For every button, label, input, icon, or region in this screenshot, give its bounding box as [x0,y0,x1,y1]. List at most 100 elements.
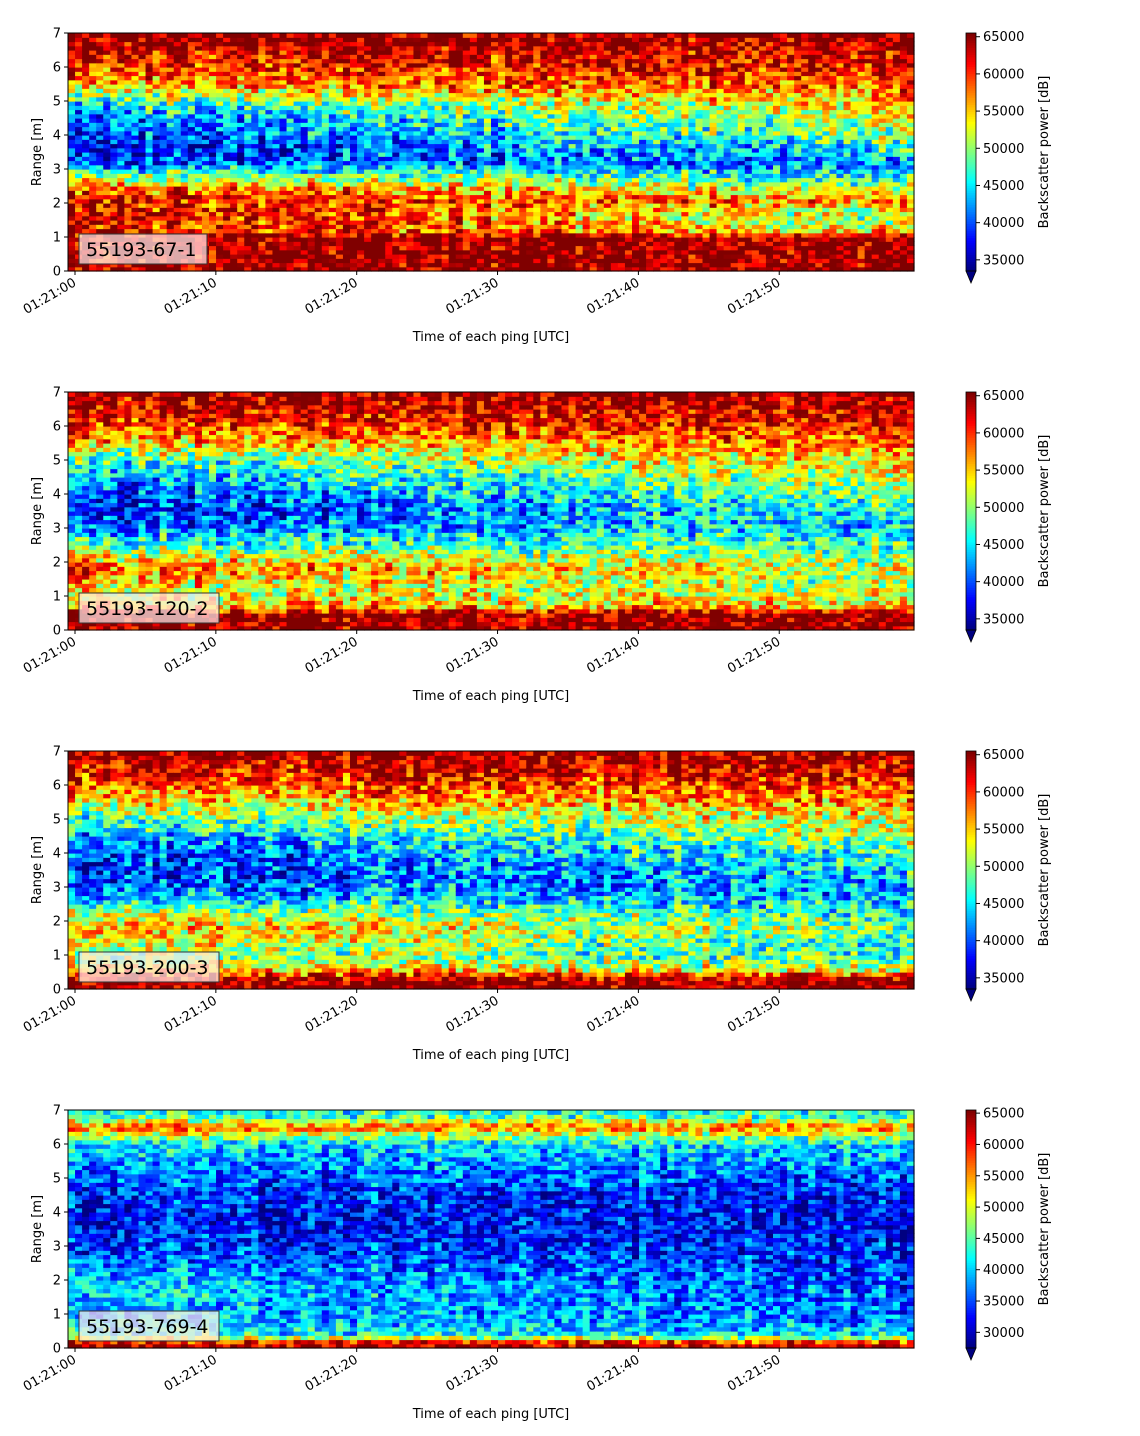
heatmap-cell [153,173,161,178]
heatmap-cell [322,67,330,72]
heatmap-cell [611,84,619,89]
heatmap-cell [618,212,626,217]
heatmap-cell [399,110,407,115]
heatmap-cell [604,156,612,161]
heatmap-cell [590,122,598,127]
heatmap-cell [512,139,520,144]
heatmap-cell [244,199,252,204]
heatmap-cell [604,80,612,85]
heatmap-cell [625,173,633,178]
heatmap-cell [82,182,90,187]
heatmap-cell [315,135,323,140]
heatmap-cell [399,173,407,178]
heatmap-cell [294,127,302,132]
heatmap-cell [336,233,344,238]
heatmap-cell [667,122,675,127]
heatmap-cell [449,186,457,191]
heatmap-cell [89,173,97,178]
heatmap-cell [399,224,407,229]
heatmap-cell [625,97,633,102]
heatmap-cell [547,50,555,55]
heatmap-cell [294,263,302,268]
heatmap-cell [343,216,351,221]
heatmap-cell [625,131,633,136]
heatmap-cell [519,67,527,72]
heatmap-cell [449,182,457,187]
heatmap-cell [139,148,147,153]
heatmap-cell [131,190,139,195]
heatmap-cell [315,169,323,174]
heatmap-cell [329,169,337,174]
heatmap-cell [75,169,83,174]
heatmap-cell [378,190,386,195]
heatmap-cell [406,93,414,98]
heatmap-cell [322,122,330,127]
heatmap-cell [230,254,238,259]
heatmap-cell [258,203,266,208]
heatmap-cell [674,246,682,251]
heatmap-cell [463,127,471,132]
heatmap-cell [258,37,266,42]
heatmap-cell [237,190,245,195]
heatmap-cell [230,182,238,187]
heatmap-cell [653,110,661,115]
heatmap-cell [68,224,76,229]
heatmap-cell [406,135,414,140]
heatmap-cell [498,42,506,47]
heatmap-cell [688,173,696,178]
heatmap-cell [167,84,175,89]
heatmap-cell [660,135,668,140]
heatmap-cell [146,207,154,212]
heatmap-cell [660,50,668,55]
heatmap-cell [562,152,570,157]
heatmap-cell [625,258,633,263]
heatmap-cell [75,127,83,132]
heatmap-cell [322,110,330,115]
heatmap-cell [75,118,83,123]
heatmap-cell [110,161,118,166]
heatmap-cell [350,156,358,161]
heatmap-cell [174,127,182,132]
heatmap-cell [96,84,104,89]
heatmap-cell [251,229,259,234]
heatmap-cell [667,97,675,102]
heatmap-cell [392,186,400,191]
heatmap-cell [139,190,147,195]
heatmap-cell [590,237,598,242]
heatmap-cell [590,148,598,153]
heatmap-cell [336,131,344,136]
heatmap-cell [343,156,351,161]
heatmap-cell [463,131,471,136]
heatmap-cell [364,101,372,106]
heatmap-cell [435,84,443,89]
heatmap-cell [428,152,436,157]
heatmap-cell [336,84,344,89]
heatmap-cell [547,229,555,234]
heatmap-cell [258,33,266,38]
heatmap-cell [188,93,196,98]
heatmap-cell [688,76,696,81]
heatmap-cell [695,254,703,259]
heatmap-cell [294,54,302,59]
heatmap-cell [237,97,245,102]
heatmap-cell [421,139,429,144]
heatmap-cell [505,220,513,225]
heatmap-cell [160,127,168,132]
heatmap-cell [456,165,464,170]
heatmap-cell [477,114,485,119]
heatmap-cell [117,144,125,149]
heatmap-cell [223,127,231,132]
heatmap-cell [315,178,323,183]
heatmap-cell [421,263,429,268]
heatmap-cell [315,195,323,200]
heatmap-cell [590,207,598,212]
heatmap-cell [371,97,379,102]
heatmap-cell [435,122,443,127]
heatmap-cell [139,156,147,161]
heatmap-cell [569,135,577,140]
heatmap-cell [146,101,154,106]
heatmap-cell [265,122,273,127]
heatmap-cell [75,156,83,161]
heatmap-cell [329,212,337,217]
heatmap-cell [385,80,393,85]
